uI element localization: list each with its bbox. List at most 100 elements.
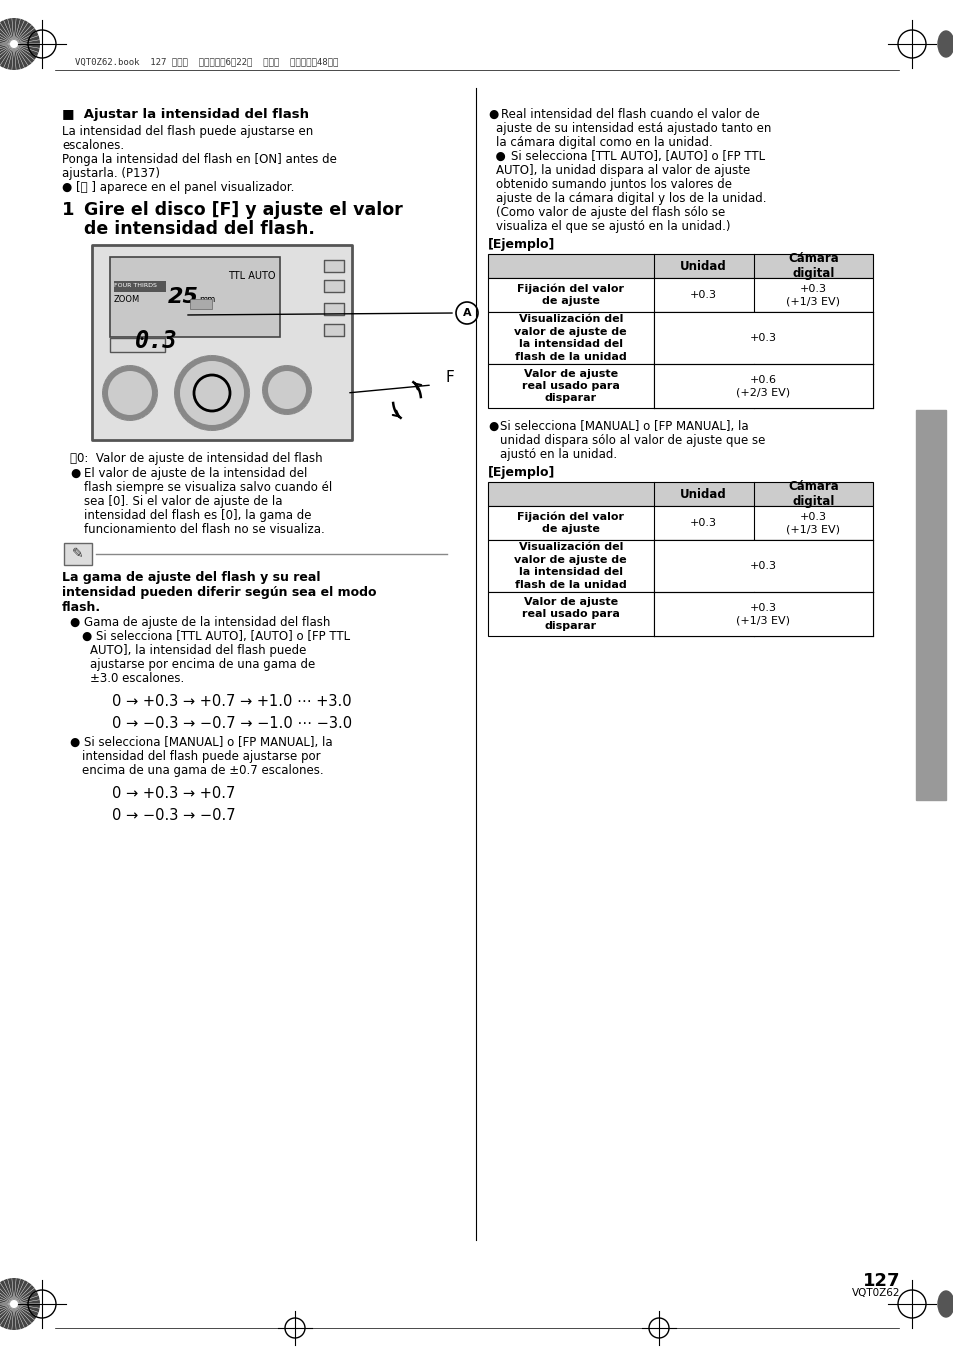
- Circle shape: [108, 371, 152, 415]
- Text: +0.3
(+1/3 EV): +0.3 (+1/3 EV): [736, 603, 789, 625]
- Text: ●: ●: [488, 421, 497, 433]
- Text: La intensidad del flash puede ajustarse en: La intensidad del flash puede ajustarse …: [62, 125, 313, 137]
- Bar: [488, 483, 872, 506]
- Text: ajustarla. (P137): ajustarla. (P137): [62, 167, 160, 181]
- Text: Cámara
digital: Cámara digital: [787, 480, 838, 508]
- Circle shape: [268, 371, 306, 408]
- Text: 25: 25: [168, 287, 199, 307]
- Circle shape: [10, 40, 18, 49]
- Text: ajuste de su intensidad está ajustado tanto en: ajuste de su intensidad está ajustado ta…: [496, 123, 771, 135]
- Text: [Ejemplo]: [Ejemplo]: [488, 239, 555, 251]
- Text: Gire el disco [F] y ajuste el valor: Gire el disco [F] y ajuste el valor: [84, 201, 402, 218]
- Text: La gama de ajuste del flash y su real: La gama de ajuste del flash y su real: [62, 572, 320, 584]
- Text: Ponga la intensidad del flash en [ON] antes de: Ponga la intensidad del flash en [ON] an…: [62, 154, 336, 166]
- Text: +0.3: +0.3: [749, 561, 776, 572]
- Text: F: F: [445, 369, 454, 384]
- Circle shape: [262, 365, 312, 415]
- Text: sea [0]. Si el valor de ajuste de la: sea [0]. Si el valor de ajuste de la: [84, 495, 282, 508]
- Text: [Ejemplo]: [Ejemplo]: [488, 466, 555, 479]
- Text: ■  Ajustar la intensidad del flash: ■ Ajustar la intensidad del flash: [62, 108, 309, 121]
- Bar: [653, 541, 872, 592]
- Text: Si selecciona [MANUAL] o [FP MANUAL], la: Si selecciona [MANUAL] o [FP MANUAL], la: [499, 421, 748, 433]
- Text: ●: ●: [488, 150, 505, 163]
- Bar: [488, 253, 872, 278]
- Text: ⑁0:  Valor de ajuste de intensidad del flash: ⑁0: Valor de ajuste de intensidad del fl…: [70, 452, 322, 465]
- Bar: [488, 592, 872, 636]
- Text: intensidad del flash puede ajustarse por: intensidad del flash puede ajustarse por: [82, 749, 320, 763]
- Bar: [488, 278, 872, 311]
- Text: ±3.0 escalones.: ±3.0 escalones.: [90, 673, 184, 685]
- Text: 127: 127: [862, 1273, 899, 1290]
- Text: escalones.: escalones.: [62, 139, 124, 152]
- Text: ajustarse por encima de una gama de: ajustarse por encima de una gama de: [90, 658, 314, 671]
- Bar: [190, 299, 212, 309]
- Text: ajustó en la unidad.: ajustó en la unidad.: [499, 448, 617, 461]
- Text: 1: 1: [62, 201, 74, 218]
- Bar: [653, 592, 872, 636]
- Text: Real intensidad del flash cuando el valor de: Real intensidad del flash cuando el valo…: [500, 108, 759, 121]
- Bar: [324, 324, 344, 336]
- Text: flash.: flash.: [62, 601, 101, 613]
- Text: ● Si selecciona [MANUAL] o [FP MANUAL], la: ● Si selecciona [MANUAL] o [FP MANUAL], …: [70, 736, 333, 749]
- Text: 0.3: 0.3: [135, 329, 177, 353]
- Text: encima de una gama de ±0.7 escalones.: encima de una gama de ±0.7 escalones.: [82, 764, 323, 776]
- Bar: [653, 364, 872, 408]
- Bar: [64, 543, 91, 565]
- Circle shape: [0, 1278, 40, 1330]
- Text: Valor de ajuste
real usado para
disparar: Valor de ajuste real usado para disparar: [521, 368, 619, 403]
- Text: visualiza el que se ajustó en la unidad.): visualiza el que se ajustó en la unidad.…: [496, 220, 730, 233]
- Circle shape: [173, 355, 250, 431]
- Circle shape: [102, 365, 158, 421]
- Text: flash siempre se visualiza salvo cuando él: flash siempre se visualiza salvo cuando …: [84, 481, 332, 493]
- Text: AUTO], la intensidad del flash puede: AUTO], la intensidad del flash puede: [90, 644, 306, 656]
- Text: la cámara digital como en la unidad.: la cámara digital como en la unidad.: [496, 136, 712, 150]
- Bar: [113, 280, 166, 293]
- Text: Unidad: Unidad: [679, 260, 726, 272]
- Text: intensidad del flash es [0], la gama de: intensidad del flash es [0], la gama de: [84, 510, 312, 522]
- Bar: [915, 410, 945, 799]
- Text: ●: ●: [70, 466, 80, 480]
- Text: unidad dispara sólo al valor de ajuste que se: unidad dispara sólo al valor de ajuste q…: [499, 434, 764, 448]
- Text: +0.3: +0.3: [689, 290, 717, 301]
- Bar: [488, 364, 872, 408]
- Text: +0.3: +0.3: [749, 333, 776, 342]
- Bar: [91, 245, 352, 439]
- Text: de intensidad del flash.: de intensidad del flash.: [84, 220, 314, 239]
- Text: 0 → −0.3 → −0.7: 0 → −0.3 → −0.7: [112, 807, 235, 824]
- Bar: [110, 257, 280, 337]
- Text: ● Gama de ajuste de la intensidad del flash: ● Gama de ajuste de la intensidad del fl…: [70, 616, 330, 630]
- Text: funcionamiento del flash no se visualiza.: funcionamiento del flash no se visualiza…: [84, 523, 324, 537]
- Text: VQT0Z62.book  127 ページ  ２００６年6月22日  木曜日  午前１１晄48６分: VQT0Z62.book 127 ページ ２００６年6月22日 木曜日 午前１１…: [75, 57, 338, 66]
- Text: Cámara
digital: Cámara digital: [787, 252, 838, 280]
- Text: Si selecciona [TTL AUTO], [AUTO] o [FP TTL: Si selecciona [TTL AUTO], [AUTO] o [FP T…: [511, 150, 764, 163]
- Ellipse shape: [937, 31, 953, 57]
- Text: A: A: [462, 307, 471, 318]
- Text: Visualización del
valor de ajuste de
la intensidad del
flash de la unidad: Visualización del valor de ajuste de la …: [514, 542, 626, 589]
- Circle shape: [10, 1299, 18, 1308]
- Text: +0.3
(+1/3 EV): +0.3 (+1/3 EV): [785, 284, 840, 306]
- Circle shape: [180, 361, 244, 425]
- Bar: [488, 541, 872, 592]
- Bar: [324, 303, 344, 315]
- Bar: [110, 338, 165, 352]
- Text: +0.3: +0.3: [689, 518, 717, 528]
- Text: VQT0Z62: VQT0Z62: [851, 1287, 899, 1298]
- Text: Visualización del
valor de ajuste de
la intensidad del
flash de la unidad: Visualización del valor de ajuste de la …: [514, 314, 626, 361]
- Text: mm: mm: [199, 295, 215, 305]
- Bar: [324, 260, 344, 272]
- Text: AUTO], la unidad dispara al valor de ajuste: AUTO], la unidad dispara al valor de aju…: [496, 164, 749, 177]
- Text: +0.6
(+2/3 EV): +0.6 (+2/3 EV): [736, 375, 789, 398]
- Bar: [324, 280, 344, 293]
- Text: Fijación del valor
de ajuste: Fijación del valor de ajuste: [517, 283, 623, 306]
- Text: +0.3
(+1/3 EV): +0.3 (+1/3 EV): [785, 512, 840, 534]
- Text: FOUR THIRDS: FOUR THIRDS: [113, 283, 156, 288]
- Text: ● Si selecciona [TTL AUTO], [AUTO] o [FP TTL: ● Si selecciona [TTL AUTO], [AUTO] o [FP…: [82, 630, 350, 643]
- Bar: [488, 506, 872, 541]
- Ellipse shape: [937, 1291, 953, 1317]
- Text: (Como valor de ajuste del flash sólo se: (Como valor de ajuste del flash sólo se: [496, 206, 724, 218]
- Text: ZOOM: ZOOM: [113, 295, 140, 305]
- Text: obtenido sumando juntos los valores de: obtenido sumando juntos los valores de: [496, 178, 731, 191]
- Bar: [488, 311, 872, 364]
- Text: ajuste de la cámara digital y los de la unidad.: ajuste de la cámara digital y los de la …: [496, 191, 765, 205]
- Text: 0 → +0.3 → +0.7: 0 → +0.3 → +0.7: [112, 786, 235, 801]
